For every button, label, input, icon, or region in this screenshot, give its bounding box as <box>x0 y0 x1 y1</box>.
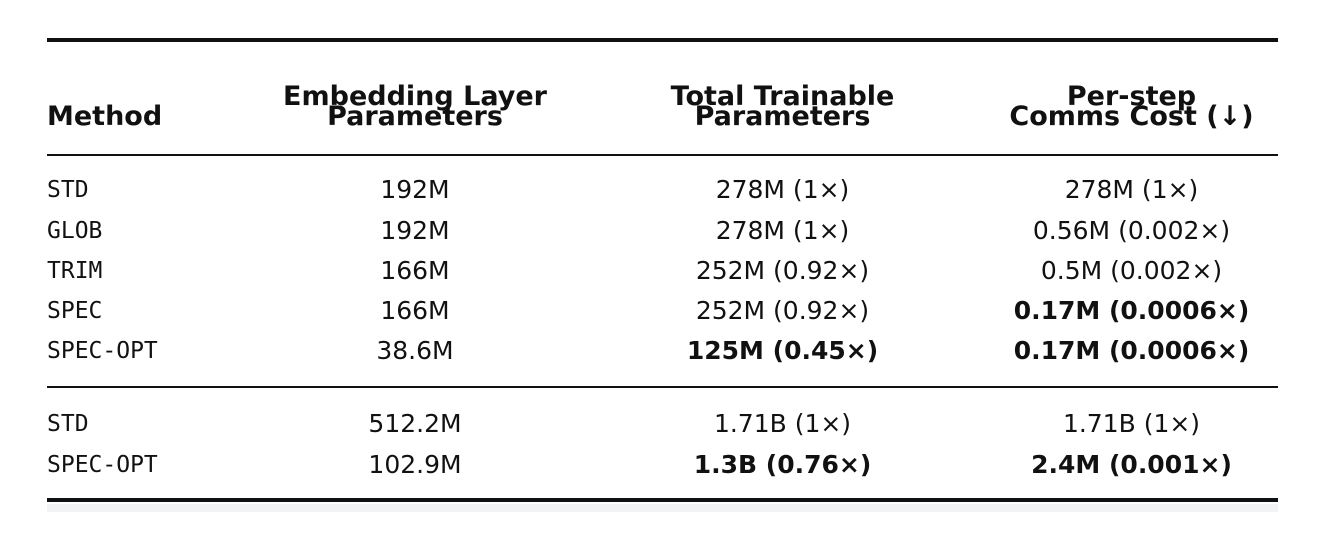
cell: 0.17M (0.0006×) <box>1013 296 1250 325</box>
header-cell: Parameters <box>327 101 503 132</box>
cell: 0.5M (0.002×) <box>1040 256 1223 285</box>
method: SPEC-OPT <box>47 338 158 364</box>
row: GLOB 192M 278M (1×) 0.56M (0.002×) <box>0 211 1338 251</box>
cell: 278M (1×) <box>715 175 850 204</box>
cell: 166M <box>380 256 450 285</box>
cell: 252M (0.92×) <box>695 256 870 285</box>
cell: 102.9M <box>368 450 462 479</box>
header-cell: Per-step <box>1066 81 1197 112</box>
method: GLOB <box>47 218 103 244</box>
cell: 252M (0.92×) <box>695 296 870 325</box>
group-rule <box>47 386 1278 388</box>
header-rule <box>47 154 1278 156</box>
method: TRIM <box>47 258 103 284</box>
cell: 38.6M <box>376 336 454 365</box>
cell: 278M (1×) <box>715 216 850 245</box>
row: TRIM 166M 252M (0.92×) 0.5M (0.002×) <box>0 251 1338 291</box>
cell: 192M <box>380 216 450 245</box>
cell: 125M (0.45×) <box>686 336 879 365</box>
method: STD <box>47 411 89 437</box>
cell: 0.17M (0.0006×) <box>1013 336 1250 365</box>
header-cell: Embedding Layer <box>283 81 547 112</box>
cell: 2.4M (0.001×) <box>1031 450 1232 479</box>
bottom-rule <box>47 498 1278 502</box>
top-rule <box>47 38 1278 42</box>
cell: 1.3B (0.76×) <box>693 450 872 479</box>
row: STD 512.2M 1.71B (1×) 1.71B (1×) <box>0 404 1338 444</box>
row: SPEC-OPT 38.6M 125M (0.45×) 0.17M (0.000… <box>0 331 1338 371</box>
row: SPEC-OPT 102.9M 1.3B (0.76×) 2.4M (0.001… <box>0 445 1338 485</box>
cell: 0.56M (0.002×) <box>1032 216 1231 245</box>
header-row: Method Embedding Layer Total Trainable P… <box>0 77 1338 132</box>
cell: 166M <box>380 296 450 325</box>
header-cell: Parameters <box>694 101 871 132</box>
cell: 512.2M <box>368 409 462 438</box>
method: SPEC <box>47 298 103 324</box>
cell: 192M <box>380 175 450 204</box>
cell: 1.71B (1×) <box>1062 409 1201 438</box>
cell: 278M (1×) <box>1064 175 1199 204</box>
header-cell: Method <box>47 101 163 132</box>
header-row: Parameters Parameters Comms Cost (↓) <box>0 97 1338 137</box>
method: STD <box>47 177 89 203</box>
method: SPEC-OPT <box>47 452 158 478</box>
cell: 1.71B (1×) <box>713 409 852 438</box>
shade <box>47 504 1278 512</box>
header-cell: Comms Cost (↓) <box>1009 101 1254 132</box>
row: SPEC 166M 252M (0.92×) 0.17M (0.0006×) <box>0 291 1338 331</box>
row: STD 192M 278M (1×) 278M (1×) <box>0 170 1338 210</box>
header-cell: Total Trainable <box>670 81 895 112</box>
